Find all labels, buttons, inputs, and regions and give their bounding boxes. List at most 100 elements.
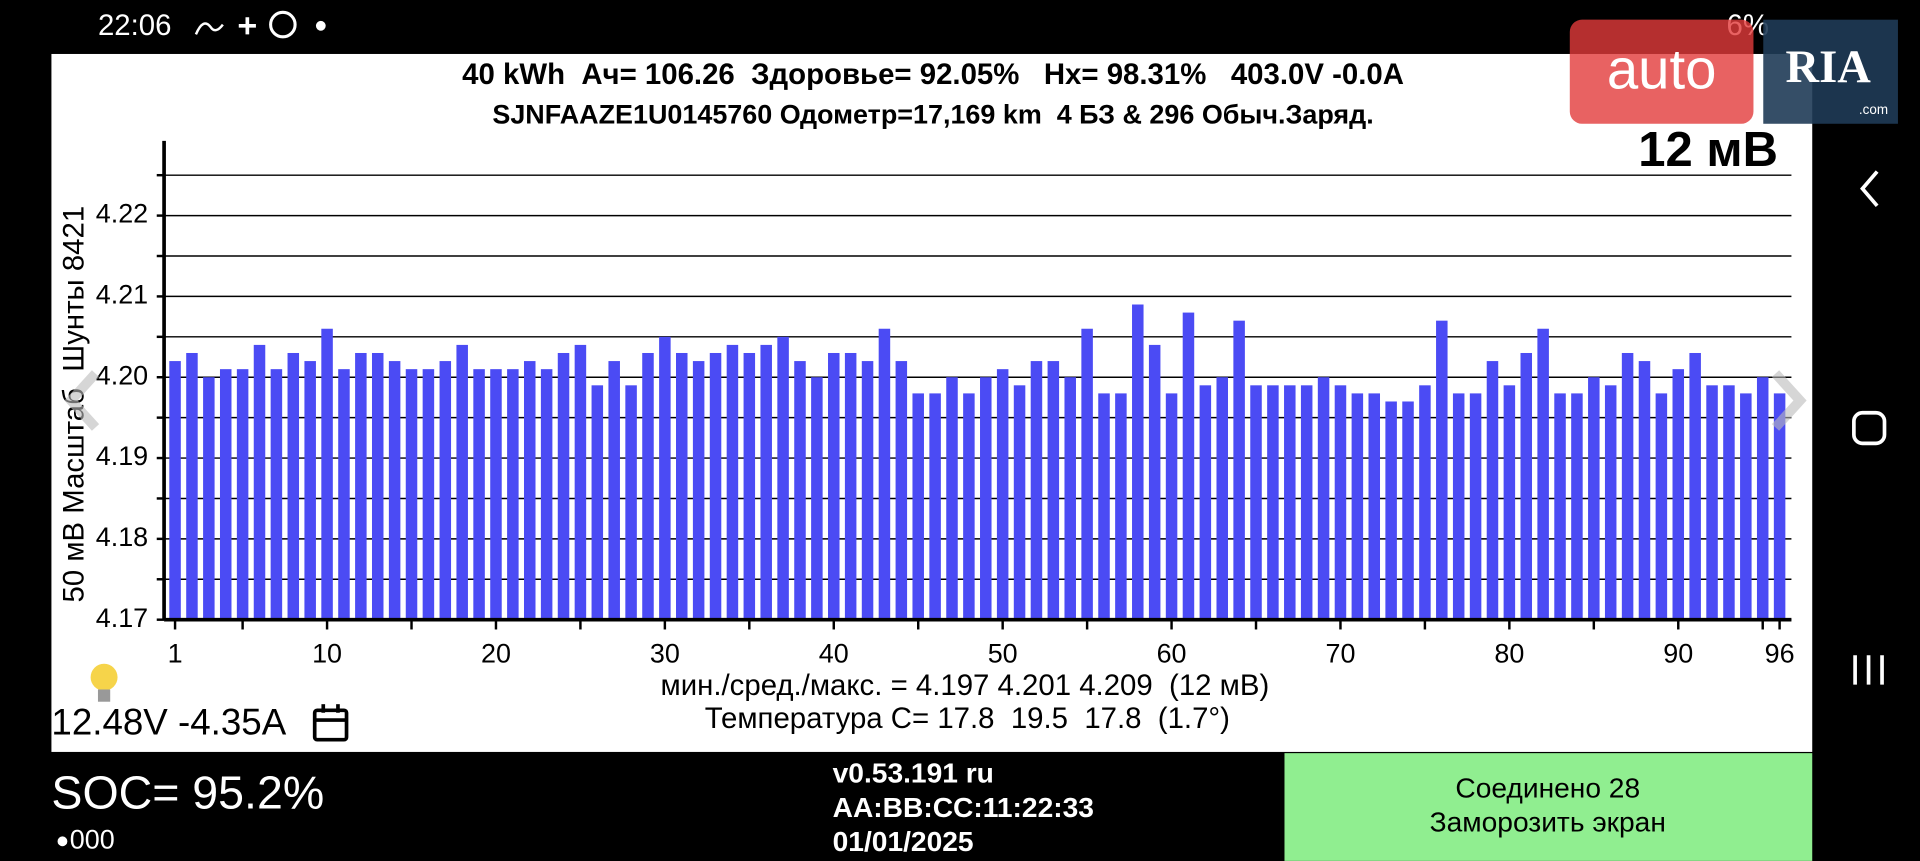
bar [1402,401,1414,620]
bar [456,344,468,620]
bar [1638,361,1651,620]
bar [726,344,739,620]
y-tick-label: 4.22 [96,199,148,229]
bar [659,336,671,620]
bar [1284,385,1296,620]
bar [625,385,637,620]
bar [1064,377,1076,620]
prev-arrow[interactable] [64,370,100,431]
next-arrow[interactable] [1771,370,1807,431]
bar [219,369,232,620]
stats-line: мин./сред./макс. = 4.197 4.201 4.209 (12… [661,669,1270,702]
stats-line: Температура С= 17.8 19.5 17.8 (1.7°) [705,702,1230,735]
nav-home[interactable] [1852,410,1887,446]
nav-back[interactable] [1860,170,1879,208]
signal-dot [57,836,68,847]
bar [996,369,1009,620]
bar [878,328,891,620]
x-tick-label: 1 [168,638,183,668]
nav-recent[interactable] [1853,655,1884,685]
bar [1503,385,1516,620]
y-tick-label: 4.20 [96,360,148,390]
bar [1621,352,1634,620]
bar [1250,385,1262,620]
status-icon [238,17,256,35]
status-dot [315,20,326,31]
bar [388,361,401,620]
x-tick-label: 50 [988,638,1018,668]
x-tick-label: 96 [1765,638,1795,668]
bar [574,344,587,620]
bar [1571,393,1583,620]
bar [1030,361,1043,620]
bar [236,369,249,620]
bar [1537,328,1549,620]
calendar-icon [312,704,349,742]
bar [828,352,840,620]
bar [1115,393,1127,620]
bar [338,369,350,620]
bar [355,352,367,620]
bar [1047,361,1060,620]
y-tick-label: 4.18 [96,522,148,552]
bar [557,352,570,620]
bar [844,352,857,620]
status-time: 22:06 [98,9,172,42]
bar [422,369,435,620]
bar [1419,385,1431,620]
watermark-logo-bg [1763,19,1898,124]
x-tick-label: 20 [481,638,511,668]
date: 01/01/2025 [833,826,974,857]
bar [811,377,823,620]
x-tick-label: 60 [1157,638,1187,668]
watermark-bg [1569,19,1754,124]
connect-button[interactable] [1284,753,1813,861]
bar [253,344,266,620]
bar [1199,385,1212,620]
bar [1267,385,1279,620]
bar [304,361,316,620]
bar [1368,393,1381,620]
bar [473,369,485,620]
bar [963,393,975,620]
connected-status: Соединено 28 [1455,772,1640,803]
watermark-brand: auto [1607,37,1717,100]
y-tick-label: 4.19 [96,441,148,471]
x-tick-label: 80 [1494,638,1524,668]
bar [540,369,553,620]
bar [929,393,941,620]
bar [591,385,604,620]
bar [1300,385,1313,620]
bar [1081,328,1093,620]
bar [1165,393,1178,620]
bar [1689,352,1701,620]
bar [743,352,756,620]
bar [794,361,806,620]
bar [676,352,688,620]
x-tick-label: 40 [819,638,849,668]
bar [1604,385,1617,620]
bar [1756,377,1769,620]
bar [1706,385,1718,620]
freeze-button[interactable]: Заморозить экран [1430,807,1666,838]
bar [1013,385,1026,620]
bar [1452,393,1465,620]
mac-address: AA:BB:CC:11:22:33 [833,792,1094,823]
bar [1655,393,1668,620]
y-tick-label: 4.21 [96,280,148,310]
bar [692,361,705,620]
bar [1723,385,1735,620]
bar [371,352,384,620]
bar [1216,377,1228,620]
bar [1469,393,1482,620]
bar [1773,393,1786,620]
bar [439,361,452,620]
bar [1554,393,1566,620]
watermark-logo: RIA [1786,42,1872,93]
bar [895,361,908,620]
aux-battery: 12.48V -4.35A [51,702,286,743]
bar [946,377,958,620]
bar [507,369,519,620]
